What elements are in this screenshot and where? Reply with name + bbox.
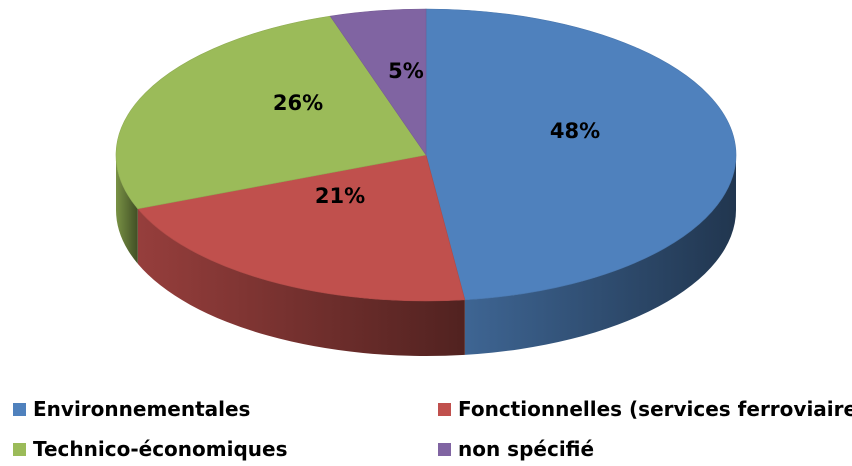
pie-top-faces [115,8,737,302]
pie-side-2 [137,208,465,356]
legend-label-environnementales: Environnementales [33,397,251,421]
pie-slice-1 [425,8,737,301]
legend-swatch-environnementales [13,402,26,416]
pie-side-walls [116,155,736,356]
legend-item-environnementales: Environnementales [13,397,250,421]
legend-item-fonctionnelles: Fonctionnelles (services ferroviaires) [438,397,852,421]
legend-item-non-specifie: non spécifié [438,437,594,461]
pie-slice-4 [329,8,427,156]
legend-label-fonctionnelles: Fonctionnelles (services ferroviaires) [458,397,852,421]
pie-chart: 48% 21% 26% 5% [115,8,737,356]
legend-item-technico-economiques: Technico-économiques [13,437,288,461]
legend-label-technico-economiques: Technico-économiques [33,437,288,461]
legend-label-non-specifie: non spécifié [458,437,595,461]
legend-swatch-technico-economiques [13,442,26,456]
legend-swatch-fonctionnelles [438,402,451,416]
pie-data-labels: 48% 21% 26% 5% [273,59,600,208]
data-label-2: 21% [315,184,365,208]
pie-slice-2 [137,154,466,302]
pie-slice-3 [115,15,427,210]
data-label-1: 48% [550,119,600,143]
legend-swatch-non-specifie [438,442,451,456]
data-label-4: 5% [388,59,424,83]
pie-side-1 [464,155,736,355]
legend: Environnementales Fonctionnelles (servic… [0,388,852,466]
pie-side-3 [116,155,138,264]
data-label-3: 26% [273,91,323,115]
